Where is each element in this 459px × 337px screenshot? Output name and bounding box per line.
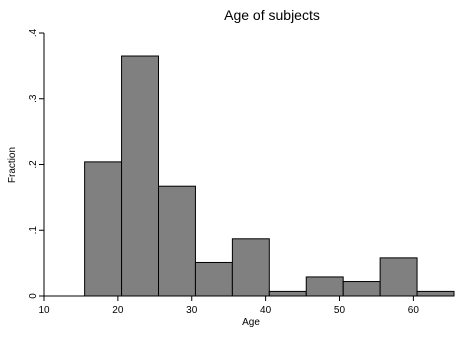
x-axis-label: Age <box>242 317 260 328</box>
x-tick-label: 10 <box>38 305 50 316</box>
y-tick-label: .2 <box>28 160 39 169</box>
y-tick-label: .4 <box>28 28 39 37</box>
histogram-bar-1 <box>121 55 160 297</box>
y-tick-label: .3 <box>28 94 39 103</box>
bars-group <box>84 55 455 297</box>
y-tick-label: 0 <box>28 293 39 299</box>
histogram-bar-6 <box>305 276 344 297</box>
x-ticks-group: 10 20 30 40 50 60 <box>38 296 419 316</box>
histogram-bar-4 <box>231 238 270 297</box>
x-tick-label: 50 <box>334 305 346 316</box>
histogram-bar-8 <box>379 257 418 297</box>
histogram-bar-0 <box>84 161 123 297</box>
histogram-bar-5 <box>268 290 307 297</box>
chart-title: Age of subjects <box>224 7 320 23</box>
x-tick-label: 20 <box>112 305 124 316</box>
x-tick-label: 40 <box>260 305 272 316</box>
y-tick-label: .1 <box>28 226 39 235</box>
y-ticks-group: 0 .1 .2 .3 .4 <box>28 28 44 299</box>
y-axis-label: Fraction <box>7 147 18 183</box>
histogram-bar-2 <box>158 185 196 297</box>
histogram-bar-7 <box>342 281 381 297</box>
histogram-bar-9 <box>416 290 455 297</box>
x-tick-label: 30 <box>186 305 198 316</box>
x-tick-label: 60 <box>408 305 420 316</box>
histogram-bar-3 <box>194 261 233 297</box>
